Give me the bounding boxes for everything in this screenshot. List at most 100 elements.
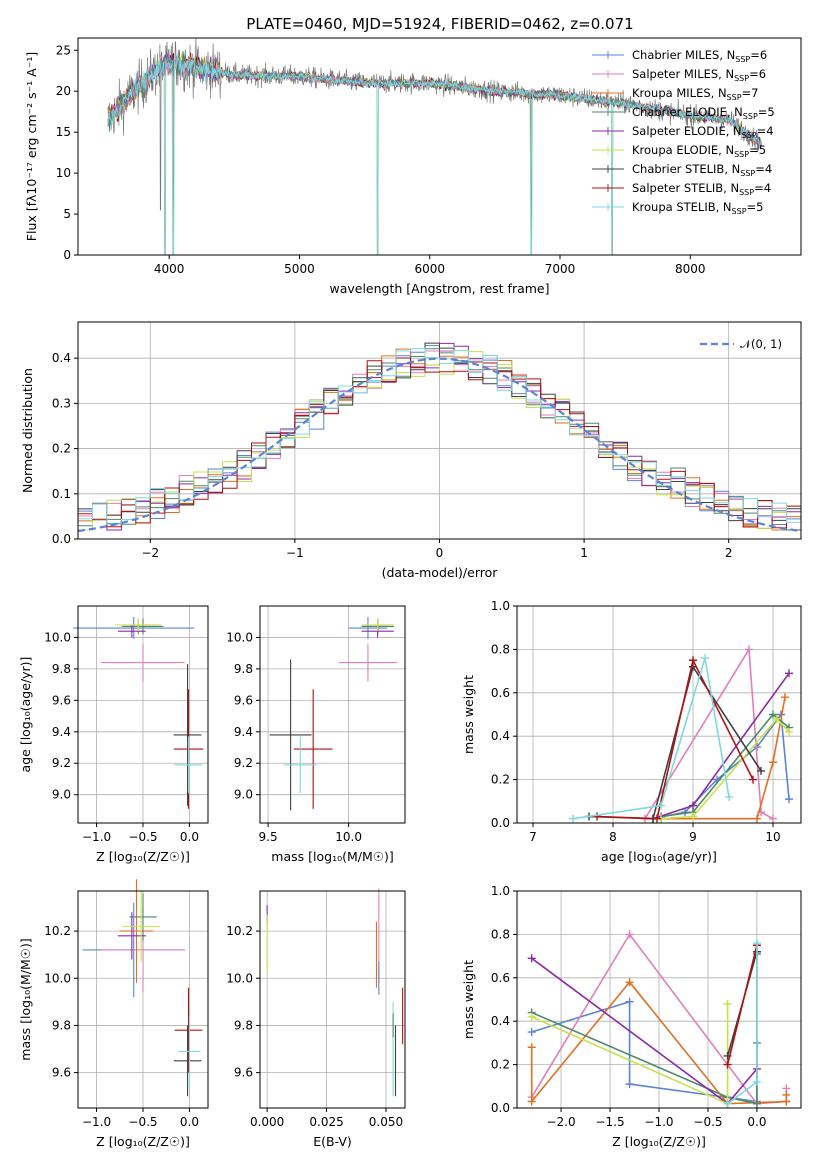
x-tick-label: 8 bbox=[609, 830, 617, 844]
weight-series bbox=[657, 714, 793, 823]
weight-marker bbox=[689, 656, 697, 665]
x-tick-label: −0.5 bbox=[128, 830, 157, 844]
x-tick-label: 1 bbox=[580, 546, 588, 560]
weight-line bbox=[531, 953, 758, 1105]
histogram-step bbox=[78, 348, 801, 525]
x-axis-label: age [log₁₀(age/yr)] bbox=[601, 849, 717, 864]
panel-age-vs-Z: −1.0 −0.5 0.0 9.0 9.2 9.4 9.6 9.8 10.0 Z [log₁₀(Z… bbox=[18, 605, 209, 864]
errorbar-point bbox=[122, 618, 164, 635]
weight-marker bbox=[785, 727, 793, 736]
plot-area bbox=[73, 617, 204, 809]
x-tick-label: 0.050 bbox=[369, 1115, 403, 1129]
y-tick-label: 15 bbox=[56, 125, 71, 139]
weight-line bbox=[572, 657, 730, 820]
weight-marker bbox=[625, 978, 634, 987]
weight-marker bbox=[527, 1012, 536, 1021]
normal-curve bbox=[77, 357, 802, 533]
weight-marker bbox=[569, 814, 577, 823]
y-tick-label: 9.4 bbox=[234, 725, 253, 739]
y-tick-label: 9.6 bbox=[234, 1066, 253, 1080]
x-tick-label: 0.0 bbox=[180, 1115, 199, 1129]
model-spectrum bbox=[107, 49, 762, 147]
weight-marker bbox=[527, 1043, 536, 1052]
weight-marker bbox=[773, 714, 781, 723]
weight-marker bbox=[527, 1028, 536, 1037]
axes-frame bbox=[516, 890, 802, 1109]
y-tick-label: 9.6 bbox=[52, 693, 71, 707]
y-axis-label: mass [log₁₀(M/M☉)] bbox=[18, 938, 33, 1060]
y-tick-label: 10.0 bbox=[226, 971, 253, 985]
x-tick-label: 0 bbox=[436, 546, 444, 560]
x-axis-label: E(B-V) bbox=[313, 1134, 352, 1149]
x-tick-label: 0.0 bbox=[747, 1115, 766, 1129]
legend: Chabrier MILES, NSSP=6 Salpeter MILES, NS… bbox=[592, 48, 775, 216]
x-tick-label: −0.5 bbox=[128, 1115, 157, 1129]
x-tick-label: 10 bbox=[765, 830, 780, 844]
legend-entry: Kroupa MILES, NSSP=7 bbox=[632, 86, 758, 102]
legend-entry: Salpeter MILES, NSSP=6 bbox=[632, 67, 766, 83]
legend-entry: Chabrier STELIB, NSSP=4 bbox=[632, 162, 772, 178]
y-tick-label: 9.6 bbox=[234, 693, 253, 707]
spectrum-lines bbox=[107, 38, 763, 255]
weight-line bbox=[660, 717, 790, 820]
weight-marker bbox=[753, 814, 761, 823]
y-tick-label: 0.6 bbox=[491, 686, 510, 700]
y-tick-label: 9.0 bbox=[52, 788, 71, 802]
axes-frame bbox=[516, 605, 802, 824]
errorbar-point bbox=[338, 643, 397, 682]
errorbar-point bbox=[284, 736, 317, 794]
weight-marker bbox=[725, 792, 733, 801]
weight-marker bbox=[752, 1077, 761, 1086]
y-tick-label: 0 bbox=[63, 248, 71, 262]
legend: 𝒩(0, 1) bbox=[700, 337, 782, 351]
axes-frame bbox=[259, 890, 406, 1109]
weight-marker bbox=[689, 801, 697, 810]
plot-area bbox=[82, 879, 203, 1097]
weight-marker bbox=[625, 997, 634, 1006]
errorbar-point bbox=[73, 617, 195, 640]
weight-series bbox=[649, 669, 793, 823]
y-tick-label: 1.0 bbox=[491, 599, 510, 613]
errorbar-point bbox=[178, 1016, 201, 1087]
x-tick-label: −0.5 bbox=[693, 1115, 722, 1129]
x-axis-label: Z [log₁₀(Z/Z☉)] bbox=[612, 1134, 706, 1149]
weight-series bbox=[569, 654, 733, 823]
legend-entry: Kroupa STELIB, NSSP=5 bbox=[632, 200, 763, 216]
x-tick-label: 9.5 bbox=[259, 830, 278, 844]
weight-marker bbox=[723, 999, 732, 1008]
axes-frame bbox=[77, 321, 802, 540]
weight-marker bbox=[749, 775, 757, 784]
panel-mass-vs-Z: −1.0 −0.5 0.0 9.6 9.8 10.0 10.2 Z [log₁₀(Z/Z☉)]… bbox=[18, 879, 209, 1149]
y-tick-label: 0.8 bbox=[491, 927, 510, 941]
y-tick-label: 0.1 bbox=[52, 487, 71, 501]
x-axis-label: Z [log₁₀(Z/Z☉)] bbox=[96, 849, 190, 864]
plot-area bbox=[77, 342, 802, 533]
y-axis-label: mass weight bbox=[461, 675, 476, 754]
x-tick-label: −1.0 bbox=[82, 1115, 111, 1129]
weight-marker bbox=[769, 710, 777, 719]
y-axis-label: Flux [fλ10⁻¹⁷ erg cm⁻² s⁻¹ A⁻¹] bbox=[24, 52, 39, 241]
x-tick-label: 7 bbox=[529, 830, 537, 844]
y-tick-label: 0.0 bbox=[52, 532, 71, 546]
y-tick-label: 9.2 bbox=[52, 756, 71, 770]
weight-marker bbox=[701, 654, 709, 663]
y-tick-label: 10.2 bbox=[226, 924, 253, 938]
model-spectrum bbox=[107, 54, 762, 255]
errorbar-point bbox=[173, 664, 202, 806]
y-tick-label: 20 bbox=[56, 84, 71, 98]
weight-marker bbox=[769, 758, 777, 767]
histogram-step bbox=[78, 342, 801, 522]
y-tick-label: 0.2 bbox=[52, 442, 71, 456]
y-tick-label: 5 bbox=[63, 207, 71, 221]
panel-age-vs-mass: 9.5 10.0 9.0 9.2 9.4 9.6 9.8 10.0 mass [log₁₀(M/… bbox=[226, 605, 406, 864]
errorbar-point bbox=[115, 618, 162, 632]
plot-area bbox=[107, 38, 763, 255]
y-tick-label: 0.4 bbox=[491, 1014, 510, 1028]
y-tick-label: 9.0 bbox=[234, 788, 253, 802]
weight-line bbox=[596, 657, 754, 820]
y-tick-label: 9.8 bbox=[234, 1018, 253, 1032]
y-tick-label: 10.0 bbox=[44, 971, 71, 985]
weight-series bbox=[527, 997, 761, 1106]
y-tick-label: 0.0 bbox=[491, 1101, 510, 1115]
weight-marker bbox=[689, 812, 697, 821]
